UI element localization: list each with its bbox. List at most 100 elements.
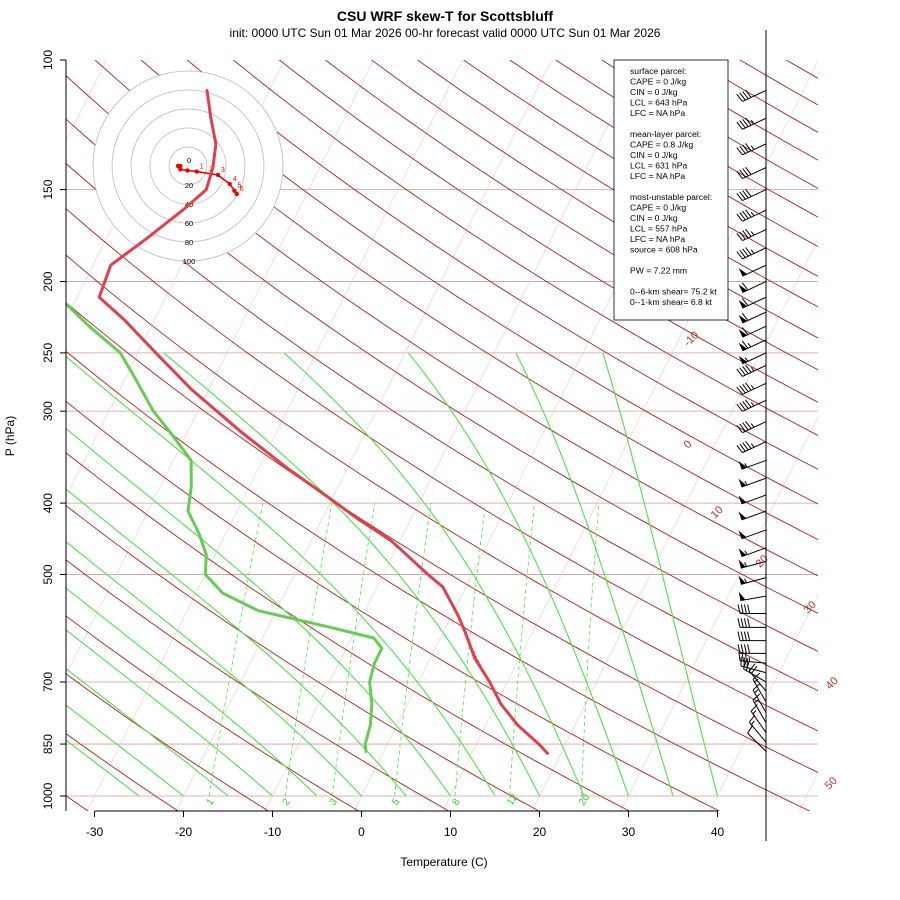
dry-adiabat [66, 673, 270, 811]
dry-adiabat [66, 559, 450, 811]
dry-adiabat [66, 733, 179, 811]
isotherm-label: 50 [823, 775, 840, 792]
axes [65, 60, 718, 812]
hodograph-point [227, 181, 232, 187]
wind-barb [737, 604, 766, 615]
stats-line: LFC = NA hPa [630, 171, 685, 181]
wind-barbs [736, 89, 767, 752]
wind-barb [736, 188, 767, 202]
isotherm-line [620, 416, 818, 811]
x-tick-label: 20 [533, 825, 547, 839]
wind-barb [738, 264, 767, 277]
y-tick-label: 850 [41, 734, 55, 754]
dry-adiabat [233, 60, 818, 436]
dry-adiabat [325, 60, 818, 371]
isotherm-line [66, 60, 374, 676]
dry-adiabat [785, 60, 818, 79]
dry-adiabat [186, 60, 818, 470]
dry-adiabat [66, 208, 818, 692]
stats-line: LFC = NA hPa [630, 234, 685, 244]
wind-barb [750, 704, 767, 733]
hodograph-ring [168, 146, 208, 186]
x-tick-label: 0 [358, 825, 365, 839]
x-axis-label: Temperature (C) [400, 855, 487, 869]
wind-barb [748, 663, 767, 692]
mixing-ratio-line [394, 503, 432, 797]
wind-barb [738, 529, 767, 540]
wind-barb [738, 477, 767, 488]
dry-adiabat [94, 60, 818, 541]
hodograph-ring [92, 70, 284, 262]
x-tick-label: 10 [444, 825, 458, 839]
moist-adiabat [283, 352, 585, 797]
wind-barb [736, 440, 767, 454]
wind-barb [747, 725, 767, 752]
stats-line: source = 608 hPa [630, 245, 698, 255]
x-tick-label: 40 [711, 825, 725, 839]
mixing-ratio-line [581, 503, 600, 797]
y-tick-label: 150 [41, 179, 55, 199]
moist-adiabat [66, 629, 273, 797]
dry-adiabat [66, 302, 818, 773]
y-tick-label: 250 [41, 343, 55, 363]
wind-barb [737, 618, 766, 628]
hodograph-origin-label: 0 [187, 156, 191, 165]
hodograph-height-label: 4 [233, 176, 237, 183]
mixing-ratio-line [208, 503, 264, 797]
hodograph-point [194, 169, 199, 174]
moist-adiabat [66, 488, 407, 797]
y-tick-label: 400 [41, 493, 55, 513]
dry-adiabat [66, 350, 811, 811]
isotherm-line [798, 772, 818, 811]
y-tick-label: 1000 [41, 782, 55, 809]
mixing-ratio-label: 12 [505, 792, 521, 808]
stats-line: CIN = 0 J/kg [630, 150, 678, 160]
isotherm-line [531, 238, 818, 811]
wind-barb [738, 591, 767, 602]
moist-adiabat [66, 427, 451, 797]
stats-line: LCL = 557 hPa [630, 224, 687, 234]
mixing-ratio-line [331, 503, 376, 797]
y-tick-label: 200 [41, 271, 55, 291]
isotherm-line [888, 44, 900, 812]
hodograph-point [232, 188, 237, 193]
dry-adiabat [66, 504, 540, 811]
mixing-ratio-label: 3 [328, 796, 340, 807]
wind-barb [736, 89, 767, 102]
sounding-profile [66, 301, 384, 753]
stats-line: mean-layer parcel: [630, 129, 701, 139]
stats-line: LCL = 631 hPa [630, 161, 687, 171]
x-tick-label: -10 [264, 825, 282, 839]
moist-adiabat [66, 541, 362, 797]
wind-barb [738, 494, 767, 505]
wind-barb [738, 296, 767, 309]
stats-line: PW = 7.22 mm [630, 266, 687, 276]
wind-barb [752, 693, 767, 723]
wind-barb [752, 683, 767, 713]
hodograph-point [215, 172, 221, 178]
hodograph-point [185, 168, 190, 173]
stats-line: 0--6-km shear= 75.2 kt [630, 287, 717, 297]
moist-adiabat [66, 739, 140, 797]
mixing-ratio-label: 5 [390, 796, 402, 807]
wind-barb [740, 656, 767, 674]
moist-adiabat [163, 352, 540, 797]
stats-line: 0--1-km shear= 6.8 kt [630, 297, 713, 307]
hodograph-ring-label: 20 [185, 181, 193, 190]
dry-adiabat [279, 60, 818, 403]
mixing-ratio-label: 2 [281, 796, 293, 807]
wind-barb [738, 459, 767, 470]
isotherm-label: 0 [682, 438, 695, 451]
stats-line: CAPE = 0 J/kg [630, 203, 686, 213]
mixing-ratio-label: 20 [577, 792, 593, 808]
y-tick-label: 500 [41, 564, 55, 584]
wind-barb [736, 209, 767, 222]
mixing-ratio-line [509, 503, 535, 797]
mixing-ratio-line [454, 503, 486, 797]
wind-barb [738, 325, 767, 338]
dry-adiabat [140, 60, 818, 505]
mixing-ratio-label: 8 [450, 796, 462, 807]
